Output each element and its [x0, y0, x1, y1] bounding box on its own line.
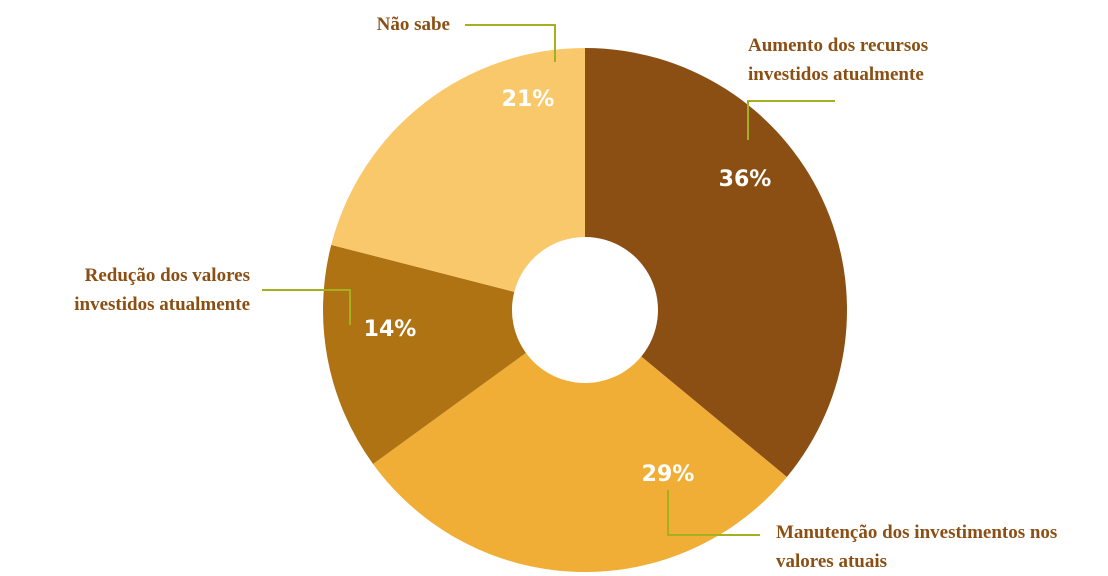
slice [373, 352, 787, 572]
value-label: 29% [642, 462, 695, 487]
value-label: 21% [502, 87, 555, 112]
slice-label: Redução dos valores investidos atualment… [74, 265, 250, 315]
value-label: 14% [364, 317, 417, 342]
leader-line [747, 100, 835, 140]
value-label: 36% [719, 167, 772, 192]
leader-line [262, 289, 351, 325]
slice-label: Manutenção dos investimentos nos valores… [776, 522, 1058, 572]
slices [322, 47, 847, 572]
leader-line [465, 24, 556, 62]
slice [585, 48, 847, 478]
leader-line [667, 490, 760, 536]
slice-label: Aumento dos recursos investidos atualmen… [748, 35, 929, 85]
slice [331, 47, 585, 292]
slice-label: Não sabe [376, 14, 450, 35]
slice [322, 244, 526, 464]
